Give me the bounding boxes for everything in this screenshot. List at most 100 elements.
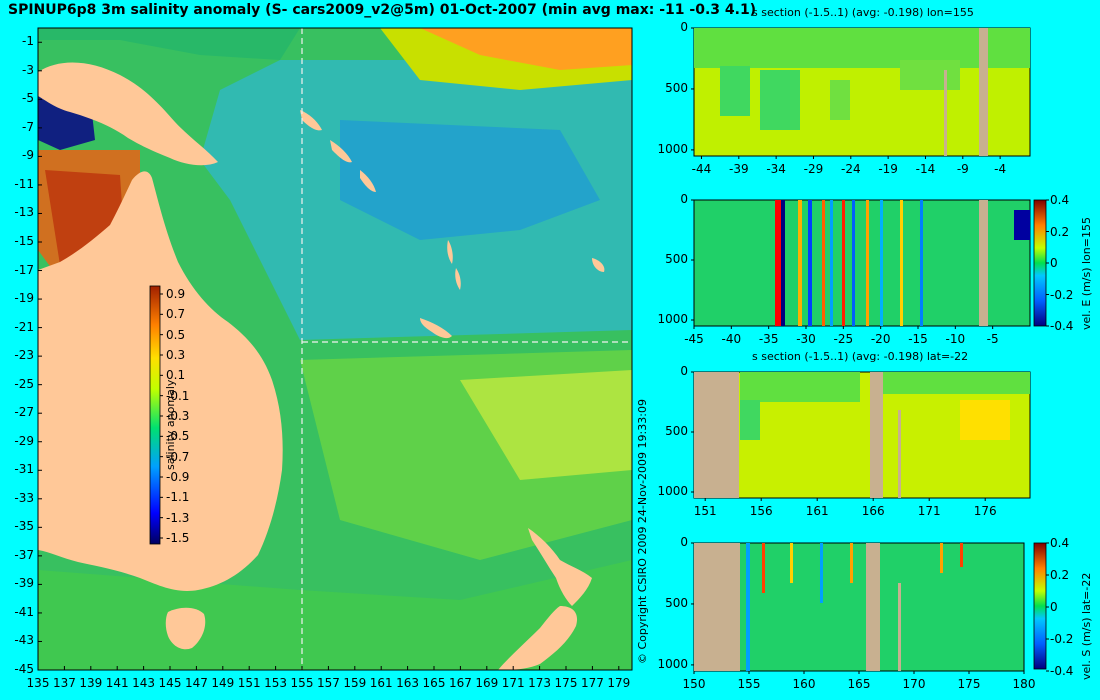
map-land-papua [38,62,218,166]
section-x-tick-label: 170 [902,677,926,691]
colorbar-tick-label: -0.9 [166,470,190,484]
section-x-tick-label: -5 [986,332,999,346]
lon-tick-label: 141 [105,676,129,690]
colorbar-tick-label: -1.5 [166,531,190,545]
depth-tick-label: 1000 [657,656,688,671]
velocity-colorbar-tick-label: 0.2 [1050,224,1070,239]
panel-4-side-label: vel. S (m/s) lat=-22 [1080,572,1093,680]
lon-tick-label: 179 [607,676,631,690]
lat-tick-label: -1 [22,34,34,49]
map-title: SPINUP6p8 3m salinity anomaly (S- cars20… [8,2,757,18]
depth-tick-label: 1000 [657,484,688,498]
section-x-tick-label: -34 [766,162,786,176]
lon-tick-label: 173 [528,676,552,690]
section-x-tick-label: -40 [721,332,742,346]
colorbar-tick-label: 0.5 [166,327,186,342]
lat-tick-label: -35 [14,519,34,534]
panel-2-plot [693,199,1031,327]
lat-tick-label: -11 [14,176,34,191]
lon-tick-label: 171 [501,676,525,690]
section-x-tick-label: -29 [803,162,824,176]
depth-tick-label: 500 [665,252,688,266]
panel-1-plot [693,27,1031,157]
lon-tick-label: 157 [316,676,340,690]
lat-tick-label: -39 [14,576,34,591]
colorbar-tick-label: -0.7 [166,449,190,464]
panel-3-plot [693,371,1031,499]
colorbar-tick-label: -1.3 [166,510,190,525]
velocity-colorbar-tick-label: 0 [1050,256,1058,270]
map-land-nz-south [498,606,578,670]
copyright-text: © Copyright CSIRO 2009 24-Nov-2009 19:33… [636,399,649,664]
velocity-colorbar-tick-label: 0.2 [1050,568,1070,582]
section-x-tick-label: -15 [908,332,928,346]
depth-tick-label: 500 [665,424,688,438]
lon-tick-label: 165 [422,676,446,690]
section-x-tick-label: -45 [684,332,704,346]
depth-tick-label: 0 [680,20,688,34]
section-x-tick-label: -14 [915,162,936,176]
lon-tick-label: 155 [290,676,314,690]
lat-tick-label: -17 [14,262,34,277]
depth-tick-label: 0 [680,364,688,378]
section-x-tick-label: -44 [691,162,712,176]
colorbar-tick-label: -0.3 [166,409,190,423]
lat-tick-label: -13 [14,205,34,220]
lon-tick-label: 151 [237,676,261,690]
section-x-tick-label: 175 [957,677,981,691]
colorbar-tick-label: 0.1 [166,368,186,383]
lat-tick-label: -31 [14,462,34,477]
lon-tick-label: 143 [132,676,156,690]
colorbar-tick-label: -0.5 [166,429,190,444]
section-x-tick-label: -19 [878,162,898,176]
section-x-tick-label: 176 [973,504,997,518]
tick-marks [37,27,1049,674]
map-land-fiji [592,258,605,272]
section-x-tick-label: 171 [917,504,941,518]
lon-tick-label: 153 [264,676,288,690]
lat-tick-label: -23 [14,348,34,363]
lat-tick-label: -25 [14,376,34,391]
map-sea-salty-north [420,28,632,70]
section-x-tick-label: 161 [805,504,829,518]
section-x-tick-label: 165 [847,677,871,691]
velocity-colorbar-tick-label: -0.4 [1050,319,1074,333]
map-land-new-caledonia [420,318,452,339]
depth-tick-label: 500 [665,595,688,610]
lon-tick-label: 169 [475,676,499,690]
map-frame [37,27,633,671]
map-land-vanuatu [447,240,461,290]
lon-tick-label: 177 [580,676,604,690]
panel-1-title: s section (-1.5..1) (avg: -0.198) lon=15… [752,6,974,19]
section-x-tick-label: 160 [792,677,816,691]
lat-tick-label: -9 [22,148,34,163]
depth-tick-label: 0 [680,535,688,549]
section-x-tick-label: -10 [945,332,966,346]
section-x-tick-label: -4 [994,162,1007,176]
lon-tick-label: 167 [448,676,472,690]
map-sea-top-left [38,28,300,60]
lat-tick-label: -29 [14,433,34,448]
map-sea-southeast [460,370,632,480]
section-x-tick-label: -25 [833,332,854,346]
depth-tick-label: 1000 [657,141,688,156]
section-x-tick-label: -9 [956,162,969,176]
lat-tick-label: -41 [14,604,34,619]
lat-tick-label: -15 [14,234,34,248]
colorbar-tick-label: 0.7 [166,307,186,322]
lon-tick-label: 145 [158,676,182,690]
lon-tick-label: 137 [52,676,76,690]
lon-tick-label: 135 [26,676,50,690]
vel-e-colorbar [1033,199,1047,327]
velocity-colorbar-tick-label: -0.2 [1050,287,1074,302]
section-x-tick-label: 155 [737,677,761,691]
colorbar-tick-label: -0.1 [166,388,190,403]
map-land-solomons [300,110,376,192]
salinity-map [37,27,633,671]
velocity-colorbar-tick-label: -0.2 [1050,632,1074,646]
section-x-tick-label: 150 [682,677,706,691]
lon-tick-label: 159 [343,676,367,690]
map-land-tasmania [165,607,206,650]
lon-tick-label: 139 [79,676,103,690]
